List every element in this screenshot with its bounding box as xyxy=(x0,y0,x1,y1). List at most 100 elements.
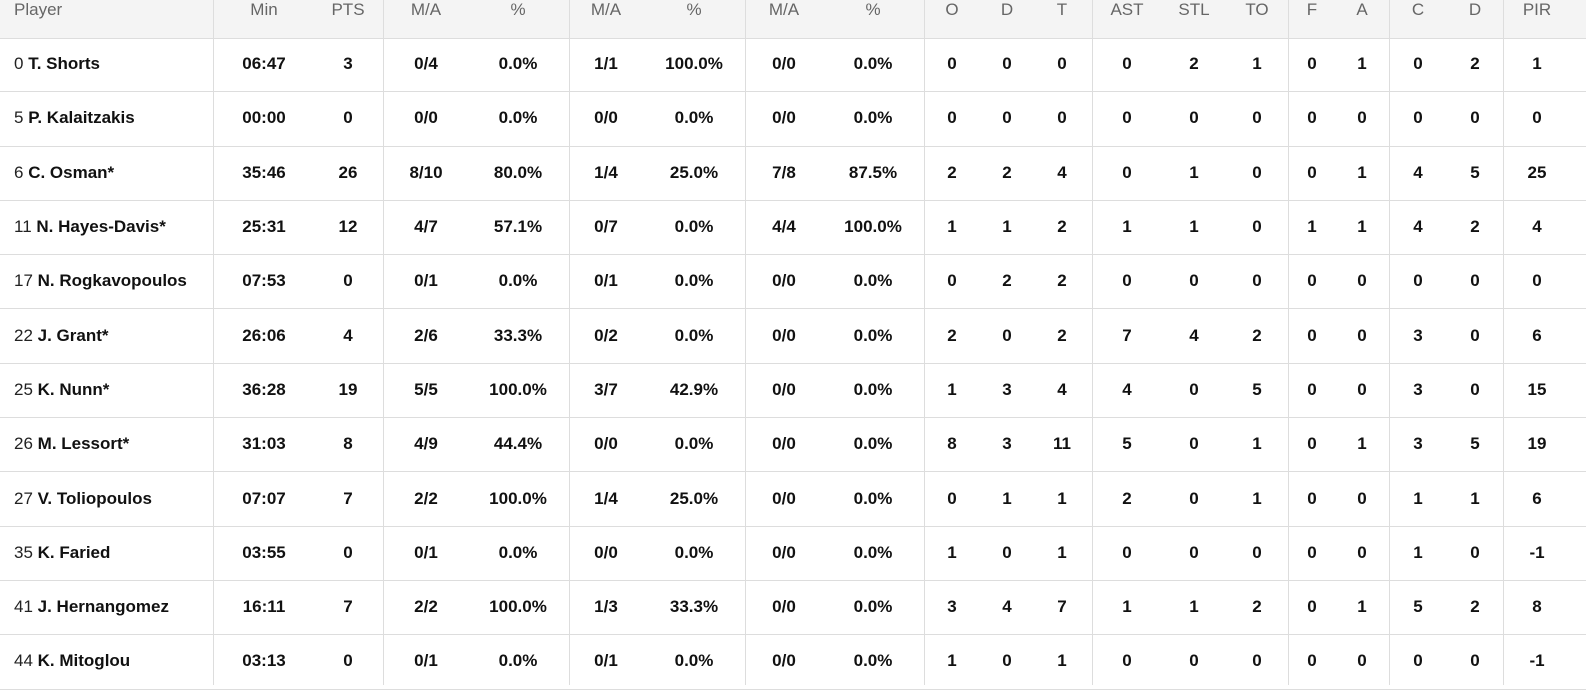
player-row: 25 K. Nunn* 36:28 19 5/5 100.0% 3/7 42.9% 0/0 0.… xyxy=(0,364,1586,419)
stat-cell: 0 xyxy=(1189,108,1199,128)
stat-cell: 33.3% xyxy=(669,597,719,617)
stat-cell: 35:46 xyxy=(242,162,286,182)
stat-cell: 1 xyxy=(947,379,957,399)
stat-cell: 0.0% xyxy=(498,54,538,74)
stat-cell: 5 xyxy=(1122,434,1132,454)
stat-cell: 2 xyxy=(1470,217,1480,237)
stat-cell: 0 xyxy=(947,271,957,291)
stat-cell: 0 xyxy=(1307,379,1317,399)
stat-cell: 0 xyxy=(343,108,353,128)
stat-cell: 100.0% xyxy=(844,217,902,237)
stat-cell: 0 xyxy=(343,271,353,291)
stat-cell: 19 xyxy=(1527,434,1547,454)
stat-cell: 0.0% xyxy=(853,488,893,508)
jersey-number: 35 xyxy=(14,542,33,562)
stat-cell: 2/6 xyxy=(414,325,438,345)
stat-cell: 0 xyxy=(1470,271,1480,291)
stat-cell: 0.0% xyxy=(674,542,714,562)
stat-cell: 2 xyxy=(947,325,957,345)
stat-cell: 0.0% xyxy=(498,108,538,128)
player-row: 35 K. Faried 03:55 0 0/1 0.0% 0/0 0.0% 0/0 0.0% 1… xyxy=(0,527,1586,581)
player-cell: 41 J. Hernangomez xyxy=(14,597,169,617)
stat-cell: 1 xyxy=(1357,597,1367,617)
stat-cell: 1/3 xyxy=(594,597,618,617)
stat-cell: 3 xyxy=(343,54,353,74)
stat-cell: 0 xyxy=(1307,108,1317,128)
header-cell: TO xyxy=(1245,0,1269,19)
stat-cell: 0/0 xyxy=(772,108,796,128)
stat-cell: 5 xyxy=(1252,379,1262,399)
jersey-number: 22 xyxy=(14,325,33,345)
stat-cell: 0 xyxy=(947,54,957,74)
stat-cell: 25:31 xyxy=(242,217,286,237)
stat-cell: 4 xyxy=(1057,162,1067,182)
stat-cell: 1 xyxy=(1189,217,1199,237)
header-cell: D xyxy=(1468,0,1482,19)
stat-cell: 0 xyxy=(1307,325,1317,345)
player-name: C. Osman* xyxy=(28,162,115,182)
stat-cell: 25.0% xyxy=(669,162,719,182)
stat-cell: 1 xyxy=(1357,54,1367,74)
stat-cell: 5 xyxy=(1413,597,1423,617)
stat-cell: 1 xyxy=(1057,488,1067,508)
stat-cell: 7/8 xyxy=(772,162,796,182)
stat-cell: 0/0 xyxy=(772,597,796,617)
stat-cell: 33.3% xyxy=(493,325,543,345)
column-divider xyxy=(924,0,925,685)
stat-cell: 7 xyxy=(343,488,353,508)
stat-cell: 0.0% xyxy=(853,597,893,617)
stat-cell: 0/0 xyxy=(594,108,618,128)
stat-cell: 0 xyxy=(1357,651,1367,671)
player-name: V. Toliopoulos xyxy=(37,488,152,508)
stat-cell: 0 xyxy=(1307,162,1317,182)
stat-cell: 26 xyxy=(338,162,358,182)
stat-cell: 0 xyxy=(1413,271,1423,291)
stat-cell: 2 xyxy=(1002,271,1012,291)
stat-cell: 03:13 xyxy=(242,651,286,671)
stat-cell: 0.0% xyxy=(498,542,538,562)
stat-cell: 4 xyxy=(1413,217,1423,237)
stat-cell: 25.0% xyxy=(669,488,719,508)
stat-cell: 1 xyxy=(1357,162,1367,182)
stat-cell: 0/0 xyxy=(594,542,618,562)
stat-cell: 0.0% xyxy=(853,108,893,128)
stat-cell: 07:07 xyxy=(242,488,286,508)
stat-cell: 0/1 xyxy=(594,651,618,671)
column-divider xyxy=(1288,0,1289,685)
header-cell: M/A xyxy=(768,0,800,19)
stat-cell: 42.9% xyxy=(669,379,719,399)
header-cell: PIR xyxy=(1522,0,1552,19)
stat-cell: 0.0% xyxy=(498,651,538,671)
stat-cell: 7 xyxy=(343,597,353,617)
player-cell: 0 T. Shorts xyxy=(14,54,100,74)
stat-cell: 0 xyxy=(1307,488,1317,508)
stat-cell: 2 xyxy=(1470,597,1480,617)
player-row: 5 P. Kalaitzakis 00:00 0 0/0 0.0% 0/0 0.0% 0/0 0… xyxy=(0,92,1586,147)
stat-cell: 07:53 xyxy=(242,271,286,291)
stat-cell: 0 xyxy=(1189,651,1199,671)
stat-cell: 0 xyxy=(1532,108,1542,128)
stat-cell: 0/0 xyxy=(772,379,796,399)
stat-cell: 100.0% xyxy=(489,488,547,508)
stat-cell: 0 xyxy=(1189,271,1199,291)
stat-cell: 3 xyxy=(1413,379,1423,399)
jersey-number: 0 xyxy=(14,54,24,74)
stat-cell: 1 xyxy=(947,651,957,671)
player-cell: 17 N. Rogkavopoulos xyxy=(14,271,187,291)
player-row: 27 V. Toliopoulos 07:07 7 2/2 100.0% 1/4 25.0%… xyxy=(0,472,1586,527)
stat-cell: 0/0 xyxy=(772,651,796,671)
stat-cell: 0/0 xyxy=(772,434,796,454)
stat-cell: 2 xyxy=(947,162,957,182)
player-cell: 11 N. Hayes-Davis* xyxy=(14,217,166,237)
stat-cell: 0 xyxy=(1307,651,1317,671)
header-cell: % xyxy=(510,0,526,19)
stat-cell: 5 xyxy=(1470,434,1480,454)
stat-cell: 3 xyxy=(1002,379,1012,399)
stat-cell: 0 xyxy=(1122,651,1132,671)
stat-cell: 0 xyxy=(1189,434,1199,454)
column-divider xyxy=(383,0,384,685)
stat-cell: 0/7 xyxy=(594,217,618,237)
stat-cell: 1 xyxy=(1189,597,1199,617)
player-name: K. Mitoglou xyxy=(37,651,131,671)
